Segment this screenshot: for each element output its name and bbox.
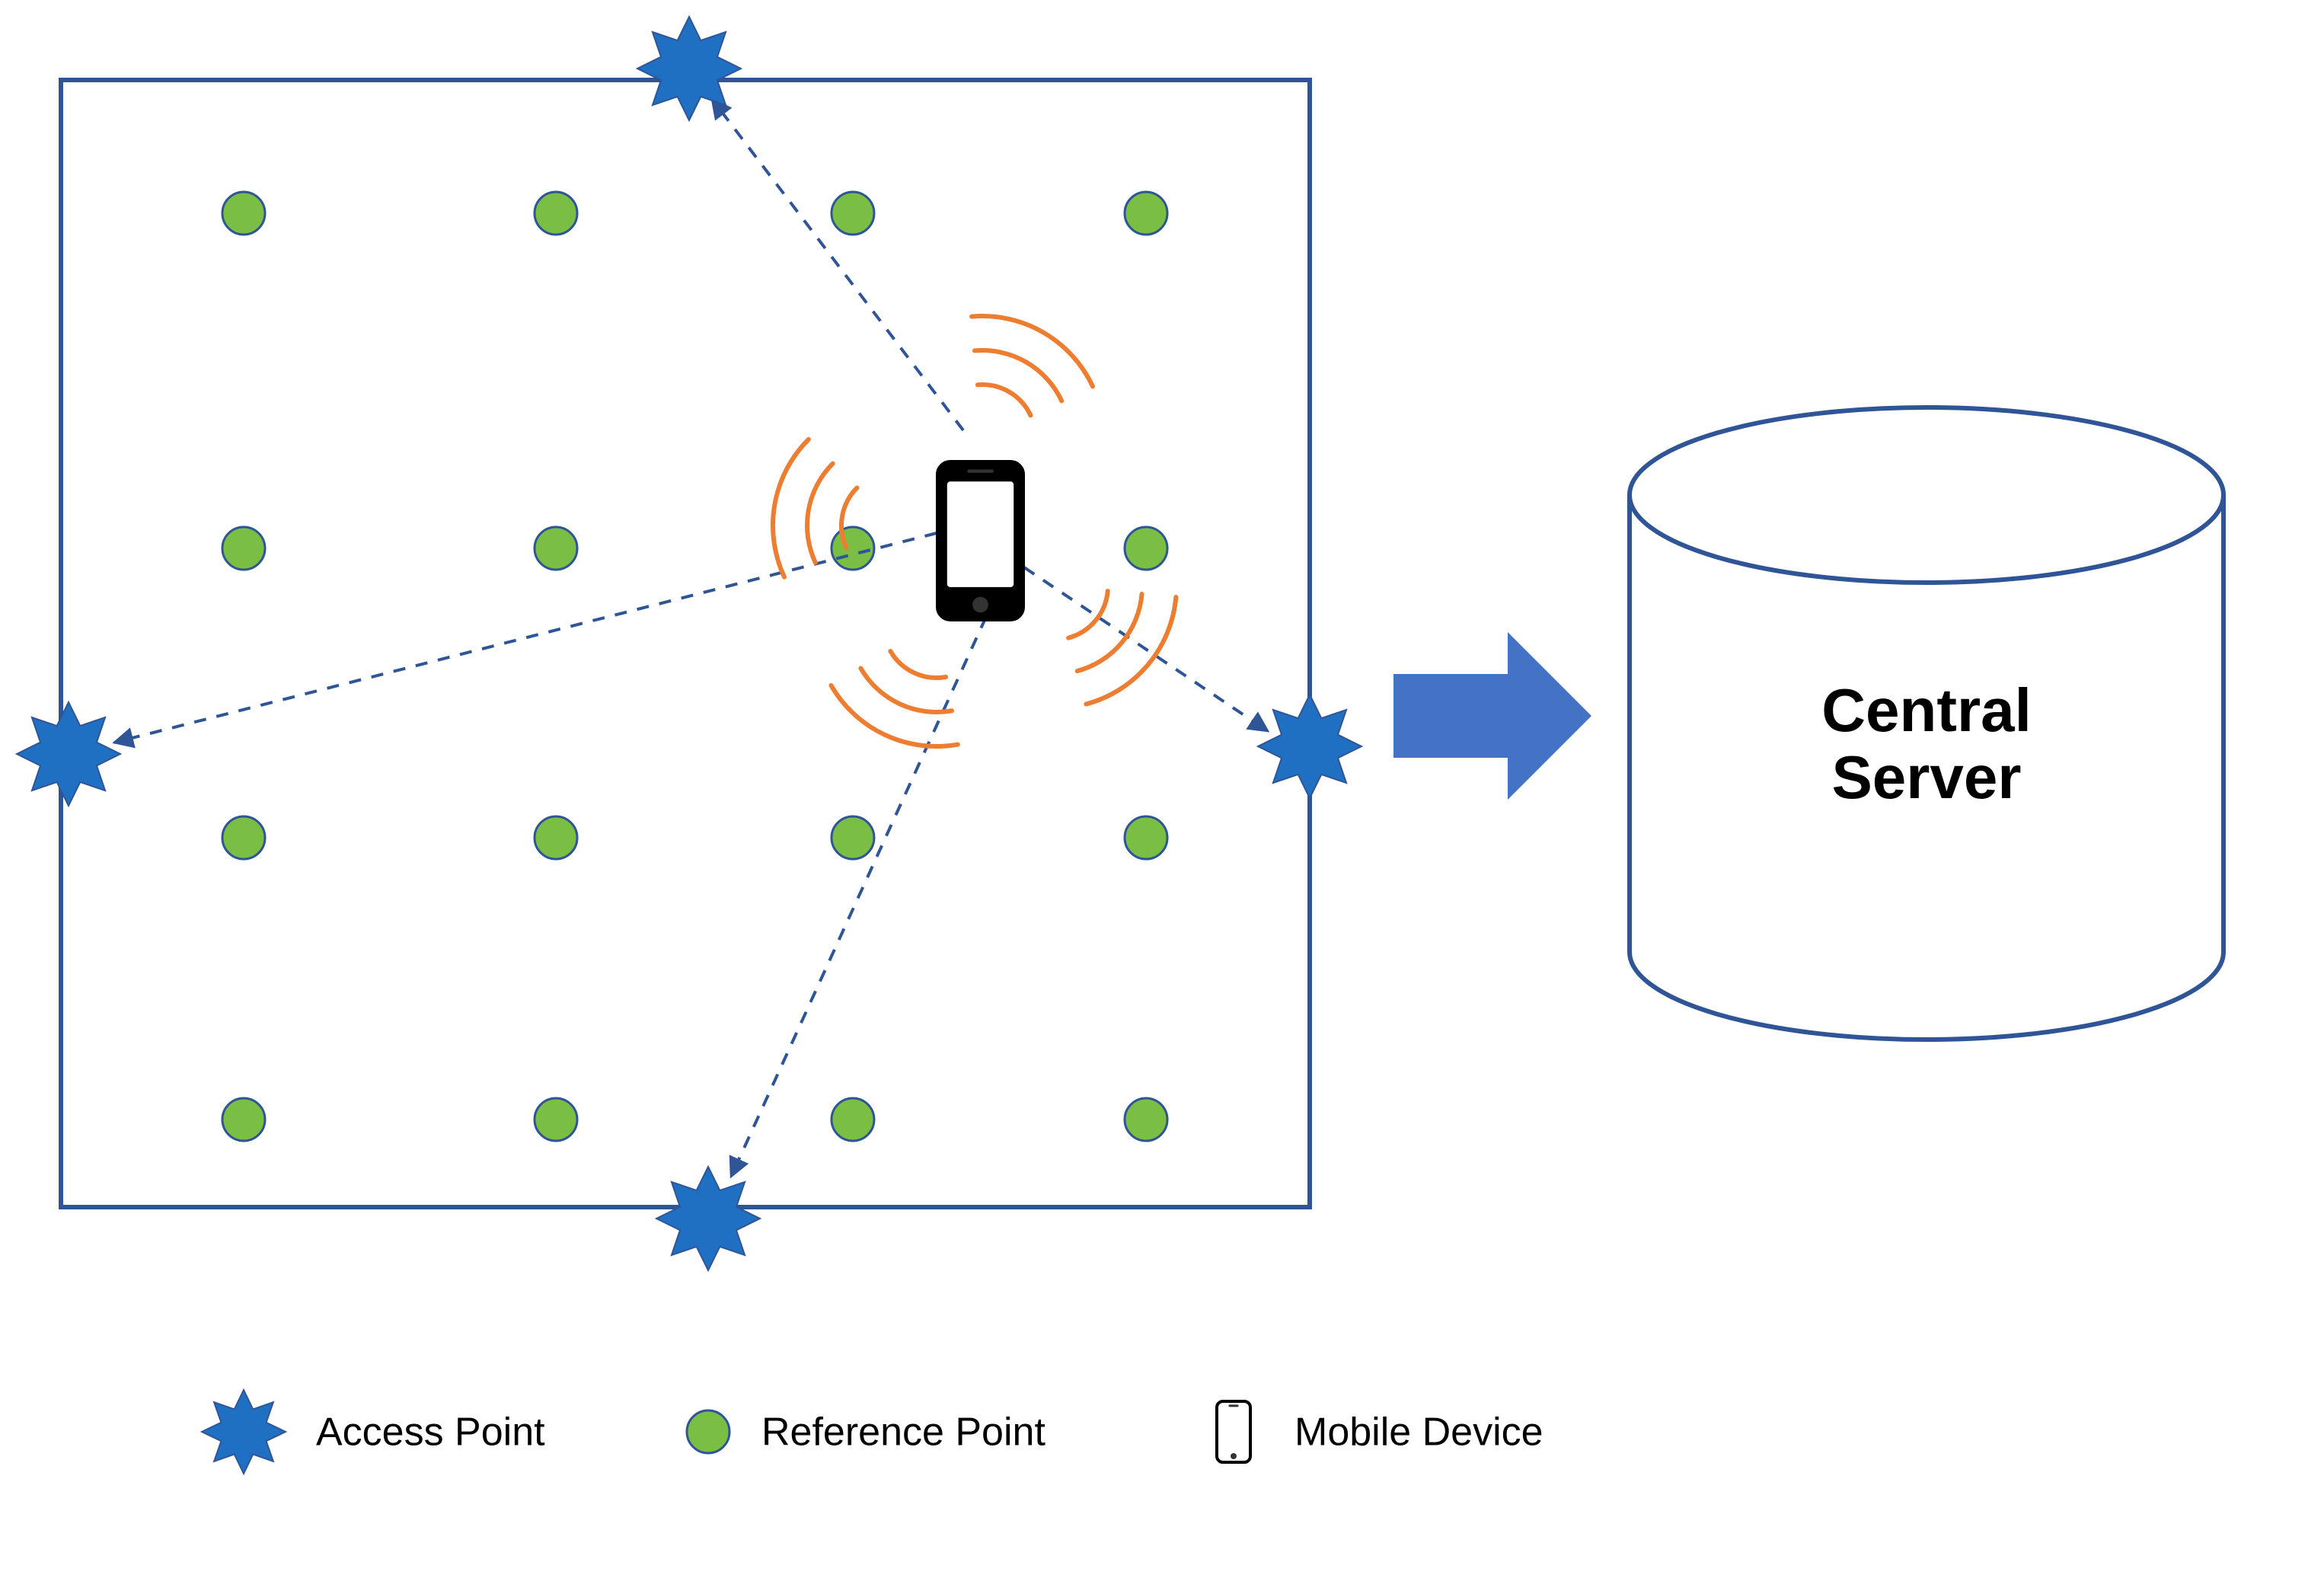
phone-home-button: [972, 597, 988, 613]
reference-point: [1125, 527, 1167, 570]
reference-point: [535, 192, 577, 235]
reference-point: [1125, 1098, 1167, 1141]
legend-label: Access Point: [316, 1410, 545, 1455]
reference-point: [832, 1098, 874, 1141]
phone-home-button: [1231, 1453, 1237, 1459]
reference-point: [832, 192, 874, 235]
phone-screen: [947, 481, 1014, 587]
server-label-line1: Central: [1821, 676, 2032, 744]
reference-point: [1125, 816, 1167, 859]
reference-point-icon: [687, 1410, 729, 1453]
access-point-icon: [637, 17, 741, 120]
reference-point: [832, 816, 874, 859]
reference-point: [222, 1098, 265, 1141]
reference-point: [535, 527, 577, 570]
cylinder-top: [1630, 407, 2223, 583]
reference-point: [535, 1098, 577, 1141]
legend-label: Mobile Device: [1294, 1410, 1543, 1455]
reference-point: [222, 527, 265, 570]
access-point-icon: [17, 702, 120, 806]
mobile-device-icon: [1217, 1401, 1250, 1462]
access-point-icon: [1258, 695, 1362, 798]
access-point-icon: [656, 1167, 760, 1270]
reference-point: [535, 816, 577, 859]
reference-point: [1125, 192, 1167, 235]
reference-point: [222, 192, 265, 235]
server-label-line2: Server: [1831, 743, 2021, 811]
legend-label: Reference Point: [761, 1410, 1045, 1455]
reference-point: [222, 816, 265, 859]
phone-screen: [1221, 1409, 1246, 1449]
phone-speaker: [967, 470, 994, 473]
access-point-icon: [202, 1390, 286, 1474]
mobile-device: [937, 461, 1024, 621]
phone-speaker: [1228, 1404, 1238, 1407]
central-server: CentralServer: [1630, 407, 2223, 1040]
reference-point: [832, 527, 874, 570]
